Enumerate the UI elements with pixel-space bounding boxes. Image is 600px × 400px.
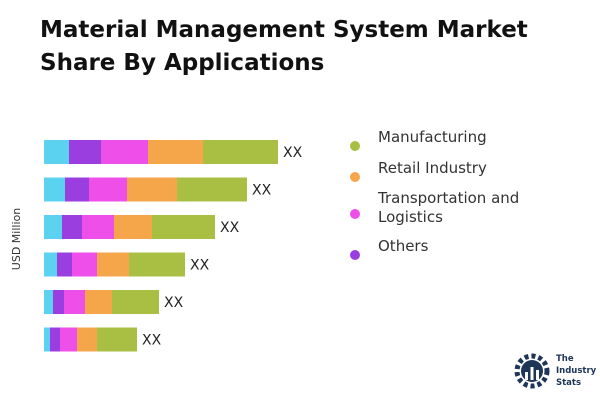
bar-segment	[129, 252, 185, 277]
data-label: XX	[283, 145, 303, 161]
bar-segment	[101, 140, 148, 164]
bars-group: XX XX XX XX XX XX	[44, 140, 303, 352]
bar-segment	[148, 140, 203, 164]
bar-segment	[44, 290, 53, 314]
bar-segment	[112, 290, 159, 314]
logo-text: The Industry Stats	[556, 353, 596, 389]
y-axis-label: USD Million	[10, 208, 23, 270]
logo-line: Industry	[556, 366, 597, 376]
bar-segment	[177, 177, 247, 202]
bar-segment	[72, 252, 97, 277]
bar-segment	[44, 177, 65, 202]
legend-dot	[350, 141, 360, 151]
bar-segment	[57, 252, 72, 277]
bar-segment	[69, 140, 101, 164]
bar-segment	[44, 327, 50, 352]
legend-label: Transportation and Logistics	[378, 189, 520, 226]
gear-icon	[514, 353, 550, 389]
bar-segment	[60, 327, 77, 352]
data-label: XX	[190, 258, 210, 274]
bar-segment	[53, 290, 64, 314]
bar-segment	[62, 215, 82, 239]
legend-dot	[350, 250, 360, 260]
logo-line: Stats	[556, 378, 582, 388]
brand-logo: The Industry Stats	[512, 350, 596, 394]
bar-segment	[127, 177, 177, 202]
data-label: XX	[164, 295, 184, 311]
legend-label: Retail Industry	[378, 159, 487, 177]
data-label: XX	[220, 220, 240, 236]
bar-segment	[89, 177, 127, 202]
bar-segment	[44, 140, 69, 164]
legend-dot	[350, 172, 360, 182]
data-label: XX	[142, 333, 162, 349]
bar-segment	[50, 327, 60, 352]
bar-segment	[114, 215, 152, 239]
data-label: XX	[252, 183, 272, 199]
bar-segment	[44, 215, 62, 239]
legend-dot	[350, 209, 360, 219]
legend-label: Others	[378, 237, 429, 255]
bar-segment	[85, 290, 112, 314]
bar-segment	[97, 327, 137, 352]
bar-segment	[97, 252, 129, 277]
legend-label: Manufacturing	[378, 128, 487, 146]
bar-segment	[203, 140, 278, 164]
bar-segment	[44, 252, 57, 277]
bar-segment	[82, 215, 114, 239]
chart-title: Material Management System Market Share …	[40, 17, 528, 76]
bar-segment	[152, 215, 215, 239]
bar-segment	[65, 177, 89, 202]
bar-segment	[77, 327, 97, 352]
bar-segment	[64, 290, 85, 314]
logo-line: The	[556, 354, 574, 364]
